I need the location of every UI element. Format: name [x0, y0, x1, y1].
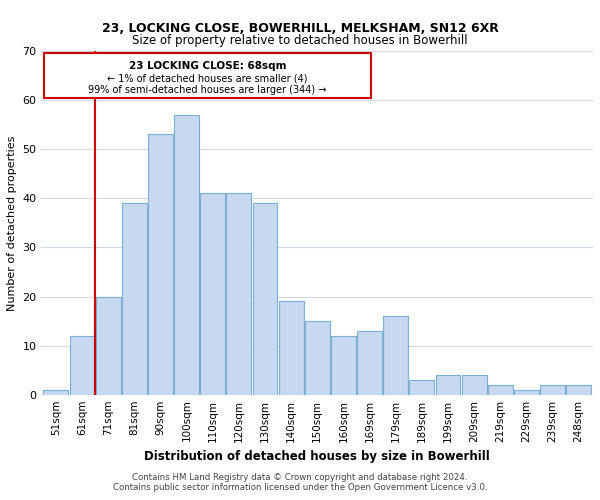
Bar: [96, 296, 121, 394]
Text: ← 1% of detached houses are smaller (4): ← 1% of detached houses are smaller (4): [107, 73, 308, 83]
Bar: [253, 203, 277, 394]
Bar: [305, 321, 329, 394]
Bar: [436, 375, 460, 394]
Bar: [226, 194, 251, 394]
Bar: [540, 385, 565, 394]
Bar: [461, 375, 487, 394]
Bar: [122, 203, 147, 394]
Bar: [383, 316, 408, 394]
Bar: [488, 385, 512, 394]
Text: 23, LOCKING CLOSE, BOWERHILL, MELKSHAM, SN12 6XR: 23, LOCKING CLOSE, BOWERHILL, MELKSHAM, …: [101, 22, 499, 36]
Bar: [566, 385, 591, 394]
Bar: [43, 390, 68, 394]
Text: 23 LOCKING CLOSE: 68sqm: 23 LOCKING CLOSE: 68sqm: [129, 61, 286, 71]
Bar: [174, 115, 199, 394]
Y-axis label: Number of detached properties: Number of detached properties: [7, 135, 17, 310]
Bar: [70, 336, 94, 394]
Bar: [514, 390, 539, 394]
Bar: [200, 194, 225, 394]
Bar: [331, 336, 356, 394]
X-axis label: Distribution of detached houses by size in Bowerhill: Distribution of detached houses by size …: [145, 450, 490, 463]
Bar: [279, 302, 304, 394]
FancyBboxPatch shape: [44, 54, 371, 98]
Bar: [148, 134, 173, 394]
Bar: [409, 380, 434, 394]
Bar: [357, 331, 382, 394]
Text: 99% of semi-detached houses are larger (344) →: 99% of semi-detached houses are larger (…: [88, 86, 326, 96]
Text: Contains HM Land Registry data © Crown copyright and database right 2024.
Contai: Contains HM Land Registry data © Crown c…: [113, 473, 487, 492]
Text: Size of property relative to detached houses in Bowerhill: Size of property relative to detached ho…: [132, 34, 468, 47]
